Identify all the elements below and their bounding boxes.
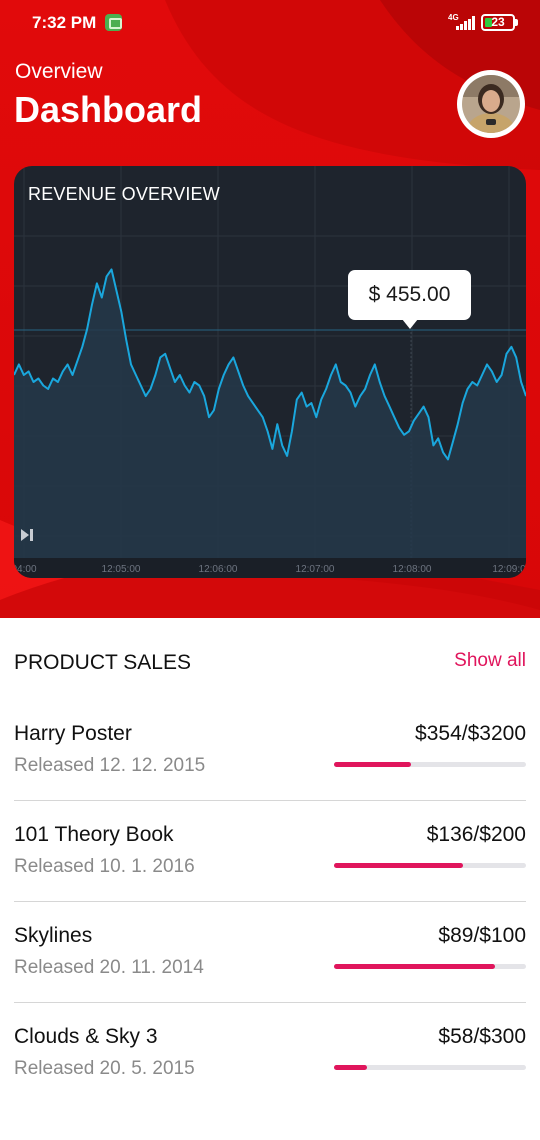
x-tick-label: 04:00 xyxy=(14,564,37,575)
skip-forward-icon[interactable] xyxy=(20,528,34,542)
product-row[interactable]: Clouds & Sky 3 Released 20. 5. 2015 $58/… xyxy=(14,1003,526,1104)
revenue-chart-card: 04:00 12:05:00 12:06:00 12:07:00 12:08:00 12:… xyxy=(14,166,526,578)
product-amount: $89/$100 xyxy=(438,924,526,948)
product-amount: $58/$300 xyxy=(438,1025,526,1049)
notification-app-icon xyxy=(105,14,122,31)
header-hero: 7:32 PM 4G 23 Overview Dashboard 04:00 12… xyxy=(0,0,540,618)
sales-progress-bar xyxy=(334,964,526,969)
x-axis-band xyxy=(14,558,526,578)
product-release-date: Released 12. 12. 2015 xyxy=(14,755,205,777)
battery-level: 23 xyxy=(491,15,504,29)
show-all-link[interactable]: Show all xyxy=(454,650,526,672)
sales-progress-fill xyxy=(334,964,495,969)
product-row[interactable]: 101 Theory Book Released 10. 1. 2016 $13… xyxy=(14,801,526,902)
sales-progress-bar xyxy=(334,863,526,868)
product-name: Harry Poster xyxy=(14,722,132,746)
x-tick-label: 12:09:0 xyxy=(492,564,526,575)
sales-progress-bar xyxy=(334,762,526,767)
avatar-photo xyxy=(462,75,520,133)
x-tick-label: 12:08:00 xyxy=(393,564,432,575)
product-name: Skylines xyxy=(14,924,92,948)
product-sales-title: PRODUCT SALES xyxy=(14,651,191,675)
signal-icon xyxy=(454,16,474,30)
revenue-chart[interactable]: 04:00 12:05:00 12:06:00 12:07:00 12:08:00 12:… xyxy=(14,166,526,578)
product-release-date: Released 10. 1. 2016 xyxy=(14,856,195,878)
x-tick-label: 12:05:00 xyxy=(102,564,141,575)
sales-progress-fill xyxy=(334,1065,367,1070)
status-time: 7:32 PM xyxy=(32,13,96,33)
product-release-date: Released 20. 11. 2014 xyxy=(14,957,204,979)
product-amount: $136/$200 xyxy=(427,823,526,847)
product-amount: $354/$3200 xyxy=(415,722,526,746)
product-row[interactable]: Harry Poster Released 12. 12. 2015 $354/… xyxy=(14,700,526,801)
overview-label: Overview xyxy=(15,60,103,84)
product-name: Clouds & Sky 3 xyxy=(14,1025,158,1049)
chart-tooltip: $ 455.00 xyxy=(348,270,471,320)
page-title: Dashboard xyxy=(14,89,202,131)
sales-progress-fill xyxy=(334,762,411,767)
x-tick-label: 12:07:00 xyxy=(296,564,335,575)
status-bar: 7:32 PM 4G 23 xyxy=(0,0,540,44)
sales-progress-fill xyxy=(334,863,463,868)
x-tick-label: 12:06:00 xyxy=(199,564,238,575)
sales-progress-bar xyxy=(334,1065,526,1070)
battery-icon: 23 xyxy=(481,14,515,31)
product-row[interactable]: Skylines Released 20. 11. 2014 $89/$100 xyxy=(14,902,526,1003)
user-avatar[interactable] xyxy=(457,70,525,138)
product-release-date: Released 20. 5. 2015 xyxy=(14,1058,195,1080)
product-name: 101 Theory Book xyxy=(14,823,174,847)
chart-title: REVENUE OVERVIEW xyxy=(28,184,220,205)
